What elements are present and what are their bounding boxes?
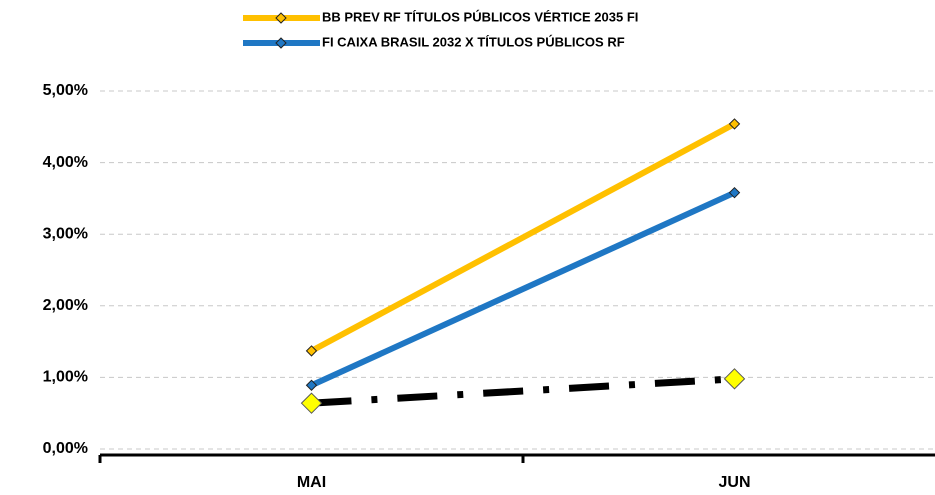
y-tick-label: 0,00%	[43, 440, 88, 457]
y-tick-label: 2,00%	[43, 297, 88, 314]
legend-marker	[275, 12, 287, 24]
y-tick-label: 4,00%	[43, 154, 88, 171]
x-tick-label: MAI	[297, 474, 326, 491]
y-tick-label: 3,00%	[43, 225, 88, 242]
legend-label: FI CAIXA BRASIL 2032 X TÍTULOS PÚBLICOS …	[322, 34, 625, 49]
x-tick-label: JUN	[718, 474, 750, 491]
y-tick-label: 5,00%	[43, 82, 88, 99]
legend-label: BB PREV RF TÍTULOS PÚBLICOS VÉRTICE 2035…	[322, 9, 638, 24]
point	[300, 392, 323, 414]
y-tick-label: 1,00%	[43, 369, 88, 386]
series-line	[310, 189, 736, 389]
point	[305, 345, 318, 357]
point	[305, 379, 318, 391]
point	[723, 368, 746, 390]
point	[728, 118, 741, 130]
series-line	[311, 375, 735, 407]
series-line	[310, 121, 736, 354]
point	[728, 186, 741, 199]
legend-marker	[275, 37, 287, 49]
